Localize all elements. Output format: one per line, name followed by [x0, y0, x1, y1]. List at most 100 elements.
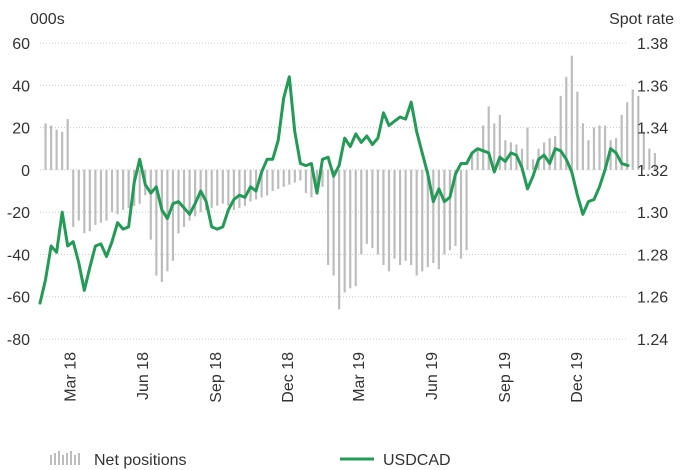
left-tick-label: -40: [7, 247, 30, 264]
left-axis-ticks: 60 40 20 0 -20 -40 -60 -80: [7, 36, 30, 349]
net-positions-bar: [509, 142, 512, 170]
usdcad-line: [38, 75, 630, 305]
net-positions-bar: [127, 169, 130, 208]
net-positions-bar: [266, 169, 269, 196]
net-positions-bar: [254, 169, 258, 200]
net-positions-bar: [559, 95, 562, 170]
left-tick-label: 0: [21, 163, 30, 180]
net-positions-bar: [227, 169, 230, 206]
net-positions-bar: [576, 91, 579, 170]
net-positions-bar: [205, 169, 208, 211]
net-positions-bar: [349, 169, 352, 289]
net-positions-bar: [387, 169, 391, 272]
left-tick-label: 60: [12, 36, 30, 53]
net-positions-bar: [410, 169, 413, 265]
net-positions-bar: [354, 169, 357, 287]
net-positions-bar: [598, 125, 601, 170]
net-positions-bar: [110, 169, 114, 213]
net-positions-bar: [565, 76, 568, 170]
net-positions-bar: [61, 131, 64, 170]
net-positions-bar: [44, 123, 47, 170]
net-positions-bar: [548, 138, 551, 170]
net-positions-bar: [393, 169, 396, 259]
net-positions-bar: [343, 169, 346, 293]
net-positions-bar: [243, 169, 247, 206]
right-axis-unit-label: Spot rate: [609, 11, 674, 28]
net-positions-bar: [504, 140, 507, 170]
net-positions-bar: [216, 169, 219, 206]
net-positions-bar: [338, 169, 341, 310]
net-positions-bar: [531, 159, 535, 170]
net-positions-bar: [221, 169, 224, 204]
net-positions-bar: [66, 119, 69, 170]
net-positions-bar: [437, 169, 440, 270]
net-positions-bar: [288, 169, 291, 185]
net-positions-bar: [360, 169, 363, 255]
x-tick-label: Sep 19: [497, 352, 514, 403]
net-positions-bar: [83, 169, 86, 234]
net-positions-bar: [498, 114, 501, 170]
net-positions-bar: [371, 169, 374, 249]
net-positions-bar: [49, 125, 53, 170]
net-positions-bar: [94, 169, 97, 225]
right-axis-ticks: 1.38 1.36 1.34 1.32 1.30 1.28 1.26 1.24: [637, 36, 668, 349]
legend-net-positions-label: Net positions: [94, 452, 187, 469]
net-positions-bar: [421, 169, 424, 272]
net-positions-bar: [476, 148, 479, 170]
net-positions-bar: [304, 169, 308, 194]
net-positions-bar: [426, 169, 429, 268]
net-positions-bar: [581, 123, 584, 170]
net-positions-bar: [321, 169, 324, 187]
legend-bar-glyph: [70, 451, 72, 465]
net-positions-bar: [376, 169, 380, 255]
net-positions-bar: [637, 95, 640, 170]
legend-bar-glyph: [54, 453, 56, 465]
net-positions-bar: [282, 169, 285, 187]
left-tick-label: -60: [7, 290, 30, 307]
legend-bar-glyph: [58, 451, 60, 465]
net-positions-bar: [626, 102, 629, 170]
net-positions-bar: [631, 89, 634, 170]
net-positions-bar: [520, 148, 524, 170]
legend: Net positions USDCAD: [50, 451, 451, 469]
right-tick-label: 1.34: [637, 121, 668, 138]
net-positions-bar: [160, 169, 163, 282]
net-positions-bar: [592, 127, 596, 170]
net-positions-bar: [454, 169, 457, 246]
net-positions-bar: [155, 169, 158, 276]
net-positions-bar: [121, 169, 125, 211]
legend-bar-glyph: [74, 455, 76, 465]
net-positions-bar: [99, 169, 103, 223]
net-positions-bar: [116, 169, 119, 215]
net-positions-bar: [293, 169, 296, 183]
net-positions-bar: [232, 169, 235, 211]
net-positions-bar: [326, 169, 330, 265]
net-positions-bar: [271, 169, 274, 191]
net-positions-bar: [432, 169, 435, 263]
net-positions-bar: [493, 123, 496, 170]
net-positions-bar: [171, 169, 175, 261]
net-positions-bar: [55, 129, 58, 170]
right-tick-label: 1.30: [637, 205, 668, 222]
net-positions-bar: [105, 169, 108, 221]
right-tick-label: 1.24: [637, 332, 668, 349]
legend-usdcad-label: USDCAD: [383, 452, 451, 469]
net-positions-bar: [398, 169, 402, 265]
net-positions-bar: [194, 169, 197, 217]
left-tick-label: -80: [7, 332, 30, 349]
x-tick-label: Dec 19: [569, 352, 586, 403]
x-tick-label: Sep 18: [208, 352, 225, 403]
net-positions-bar: [332, 169, 335, 276]
legend-bar-glyph: [66, 453, 68, 465]
net-positions-bar: [443, 169, 446, 255]
x-tick-label: Mar 19: [351, 352, 368, 402]
left-tick-label: 20: [12, 121, 30, 138]
net-positions-bar: [404, 169, 407, 261]
net-positions-bar: [149, 169, 152, 240]
right-tick-label: 1.32: [637, 163, 668, 180]
net-positions-bar: [603, 125, 607, 170]
net-positions-bar: [470, 152, 474, 170]
net-positions-bar: [382, 169, 385, 265]
right-tick-label: 1.38: [637, 36, 668, 53]
net-positions-bar: [648, 148, 651, 170]
